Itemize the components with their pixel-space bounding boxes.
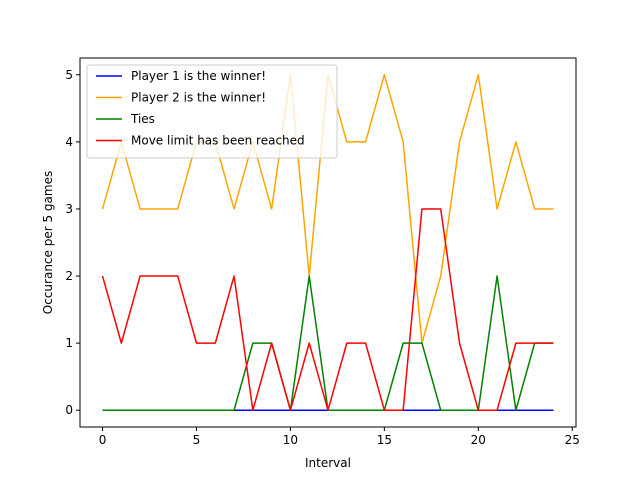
legend-entry-label: Move limit has been reached	[131, 134, 305, 148]
y-axis-label: Occurance per 5 games	[41, 171, 55, 314]
x-tick-label: 20	[471, 433, 486, 447]
y-tick-label: 3	[65, 202, 73, 216]
legend-entry-label: Player 1 is the winner!	[131, 69, 266, 83]
x-tick-label: 5	[193, 433, 201, 447]
x-tick-label: 10	[283, 433, 298, 447]
x-tick-label: 15	[377, 433, 392, 447]
x-tick-label: 25	[565, 433, 580, 447]
y-tick-label: 4	[65, 135, 73, 149]
y-tick-label: 2	[65, 269, 73, 283]
series-line-move-limit-has-been-reached	[101, 208, 554, 411]
legend: Player 1 is the winner! Player 2 is the w…	[86, 64, 338, 159]
legend-box	[86, 64, 338, 159]
legend-entry-label: Player 2 is the winner!	[131, 91, 266, 105]
y-tick-label: 5	[65, 68, 73, 82]
x-tick-label: 0	[99, 433, 107, 447]
y-tick-label: 0	[65, 403, 73, 417]
y-tick-label: 1	[65, 336, 73, 350]
x-axis-label: Interval	[305, 456, 351, 470]
legend-entry-label: Ties	[130, 112, 155, 126]
ticks-layer: 0 5 10 15 20 25 0 1 2 3 4 5	[65, 68, 580, 447]
axes-frame	[79, 57, 577, 428]
